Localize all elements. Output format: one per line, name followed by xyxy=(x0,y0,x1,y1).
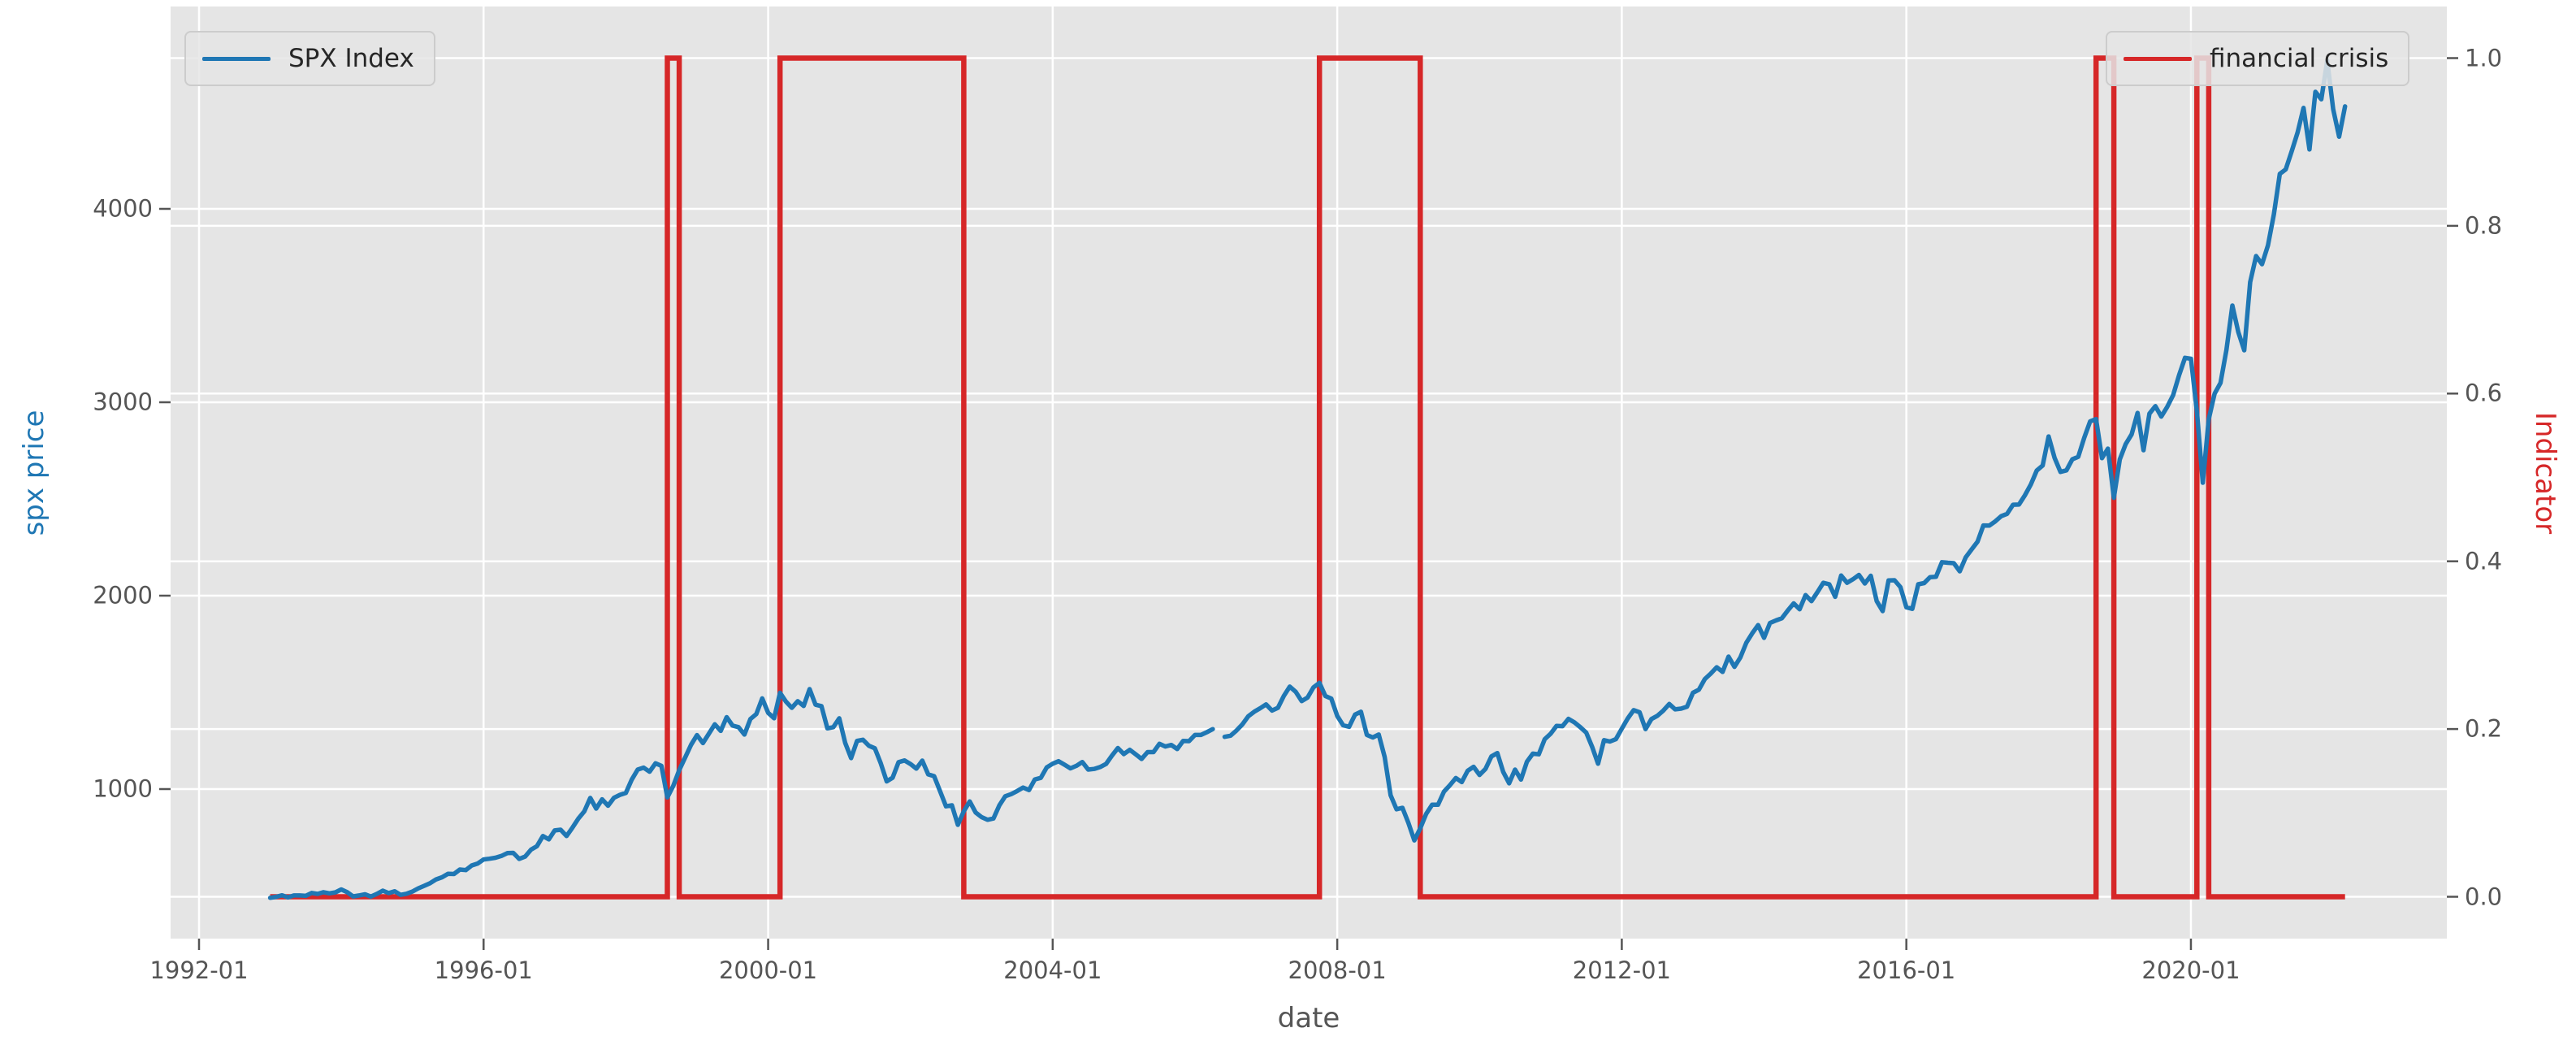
x-axis-label: date xyxy=(1277,1002,1340,1034)
spx-line xyxy=(1222,58,2348,843)
x-tick-label: 2012-01 xyxy=(1572,956,1671,984)
y-tick-label-left: 4000 xyxy=(93,194,153,223)
legend-spx: SPX Index xyxy=(184,31,435,86)
right-y-axis-label: Indicator xyxy=(2529,411,2561,535)
crisis-legend-line-sample xyxy=(2124,56,2192,61)
x-tick-label: 2000-01 xyxy=(718,956,818,984)
crisis-legend-label: financial crisis xyxy=(2210,44,2389,73)
x-tick-label: 1992-01 xyxy=(149,956,249,984)
y-tick-label-right: 0.4 xyxy=(2465,547,2503,575)
x-tick-label: 2008-01 xyxy=(1288,956,1387,984)
spx-line xyxy=(267,687,1215,900)
spx-legend-label: SPX Index xyxy=(288,44,414,73)
y-tick-label-right: 0.6 xyxy=(2465,379,2503,407)
x-tick-label: 2016-01 xyxy=(1857,956,1956,984)
y-tick-label-left: 3000 xyxy=(93,388,153,416)
y-tick-label-left: 1000 xyxy=(93,774,153,803)
indicator-line xyxy=(270,55,2345,900)
y-tick-label-right: 0.2 xyxy=(2465,714,2503,743)
legend-financial-crisis: financial crisis xyxy=(2106,31,2410,86)
y-tick-label-left: 2000 xyxy=(93,581,153,609)
x-tick-label: 1996-01 xyxy=(434,956,533,984)
y-tick-label-right: 0.0 xyxy=(2465,883,2503,910)
left-y-axis-label: spx price xyxy=(18,410,50,536)
y-tick-label-right: 1.0 xyxy=(2465,44,2503,72)
y-tick-label-right: 0.8 xyxy=(2465,211,2503,240)
plot-area xyxy=(171,7,2447,939)
x-tick-label: 2004-01 xyxy=(1003,956,1102,984)
x-tick-label: 2020-01 xyxy=(2141,956,2240,984)
spx-legend-line-sample xyxy=(202,56,271,61)
